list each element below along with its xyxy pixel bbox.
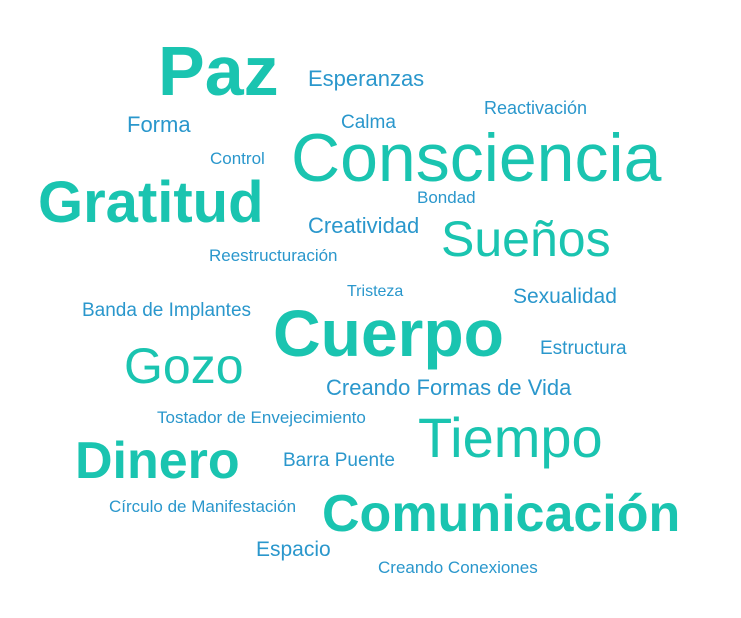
word-gozo: Gozo	[124, 338, 244, 394]
word-esperanzas: Esperanzas	[308, 66, 425, 91]
word-dinero: Dinero	[75, 432, 240, 490]
word-bondad: Bondad	[417, 188, 476, 207]
word-reestructuracion: Reestructuración	[209, 246, 338, 265]
word-control: Control	[210, 149, 265, 168]
word-cuerpo: Cuerpo	[273, 296, 504, 370]
word-creando-formas-de-vida: Creando Formas de Vida	[326, 375, 572, 400]
word-tiempo: Tiempo	[418, 406, 603, 469]
word-calma: Calma	[341, 112, 396, 133]
word-circulo-de-manifestacion: Círculo de Manifestación	[109, 497, 297, 516]
word-tristeza: Tristeza	[347, 283, 404, 300]
word-consciencia: Consciencia	[291, 120, 662, 196]
word-estructura: Estructura	[540, 338, 627, 359]
word-banda-de-implantes: Banda de Implantes	[82, 300, 252, 321]
word-creando-conexiones: Creando Conexiones	[378, 558, 538, 577]
word-reactivacion: Reactivación	[484, 98, 588, 118]
word-espacio: Espacio	[256, 538, 331, 561]
word-barra-puente: Barra Puente	[283, 450, 395, 471]
word-creatividad: Creatividad	[308, 213, 420, 238]
word-suenos: Sueños	[441, 211, 611, 267]
word-paz: Paz	[158, 32, 279, 110]
word-sexualidad: Sexualidad	[513, 285, 617, 308]
word-tostador-de-envejecimiento: Tostador de Envejecimiento	[157, 408, 366, 427]
word-comunicacion: Comunicación	[322, 485, 681, 543]
word-forma: Forma	[127, 112, 191, 137]
word-gratitud: Gratitud	[38, 170, 264, 235]
